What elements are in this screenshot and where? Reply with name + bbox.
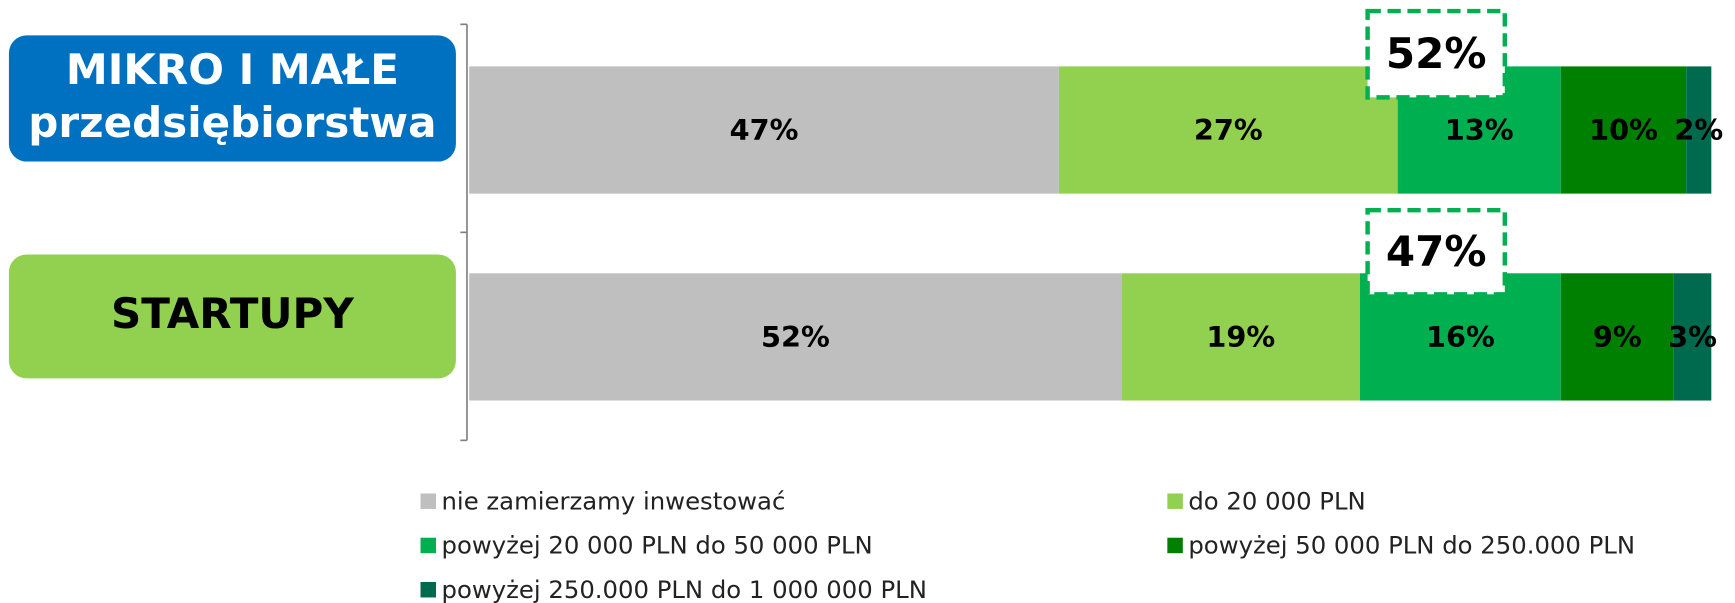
data-label: 27% (1194, 113, 1263, 147)
annotation-box (1365, 8, 1508, 100)
data-label: 16% (1426, 320, 1495, 354)
bar-segment (1673, 273, 1712, 401)
bar-segment (1121, 273, 1361, 401)
data-label: 3% (1668, 320, 1717, 354)
legend-label: do 20 000 PLN (1188, 486, 1365, 515)
legend-swatch (420, 581, 436, 598)
bar-segment (469, 273, 1122, 401)
data-label: 52% (761, 320, 830, 354)
data-label: 13% (1445, 113, 1514, 147)
data-label: 9% (1593, 320, 1642, 354)
bar-segment (1686, 66, 1712, 194)
legend-swatch (420, 537, 436, 554)
legend-swatch (420, 493, 436, 509)
legend-swatch (1167, 493, 1183, 509)
category-box (8, 35, 456, 162)
data-label: 2% (1674, 113, 1723, 147)
legend-label: powyżej 250.000 PLN do 1 000 000 PLN (442, 575, 927, 603)
legend-label: powyżej 50 000 PLN do 250.000 PLN (1188, 531, 1635, 560)
category-label: STARTUPY (111, 289, 354, 338)
data-label: 10% (1589, 113, 1658, 147)
bar-segment (1560, 66, 1687, 194)
annotation: 52% (1386, 29, 1487, 78)
data-label: 19% (1206, 320, 1275, 354)
legend-swatch (1167, 537, 1183, 554)
bar-segment (1560, 273, 1674, 401)
annotation: 47% (1386, 227, 1487, 276)
legend-label: powyżej 20 000 PLN do 50 000 PLN (442, 531, 873, 560)
category-label: MIKRO I MAŁE przedsiębiorstwa (28, 44, 436, 146)
data-label: 47% (730, 113, 799, 147)
category-box (8, 254, 456, 379)
bar-segment (469, 66, 1059, 194)
annotation-box (1365, 208, 1508, 297)
bar-segment (1058, 66, 1398, 194)
legend-label: nie zamierzamy inwestować (442, 486, 786, 515)
